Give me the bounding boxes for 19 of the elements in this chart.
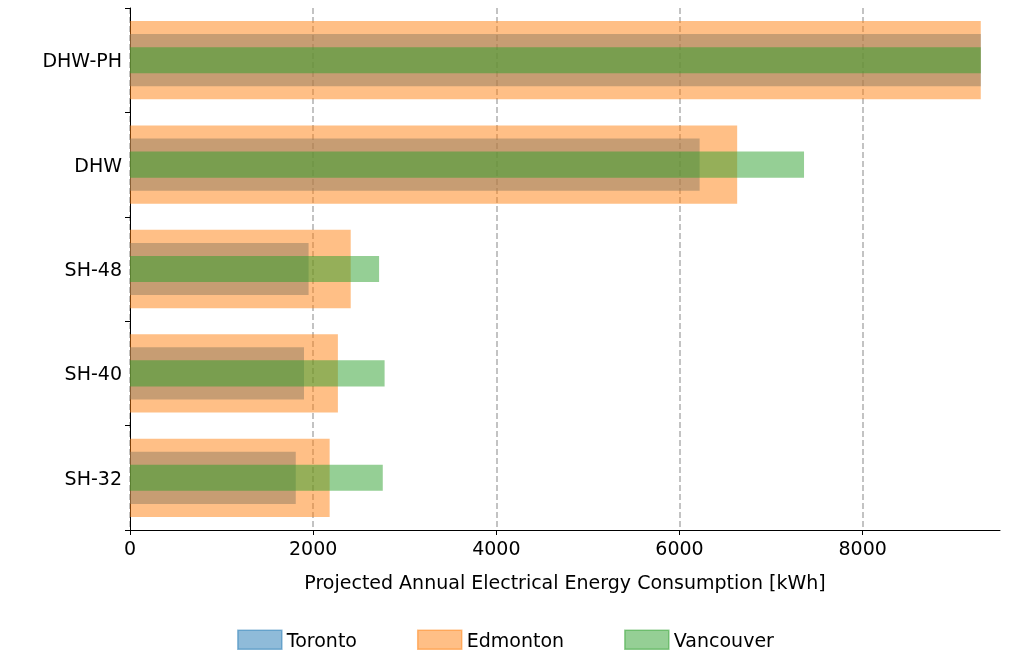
y-tick-label: DHW — [74, 153, 123, 176]
legend-label: Vancouver — [673, 628, 775, 651]
bar — [130, 47, 981, 74]
legend-label: Toronto — [285, 628, 357, 651]
bar — [130, 151, 805, 178]
x-axis-title: Projected Annual Electrical Energy Consumption [kWh] — [304, 570, 826, 593]
y-tick-label: SH-40 — [64, 362, 122, 385]
legend-label: Edmonton — [466, 628, 565, 651]
bar — [130, 360, 385, 387]
bar — [130, 255, 380, 283]
x-tick-label: 8000 — [838, 536, 887, 559]
y-tick-label: SH-32 — [64, 466, 122, 489]
y-tick-label: DHW-PH — [42, 49, 122, 72]
x-tick-label: 2000 — [288, 536, 338, 559]
x-tick-label: 6000 — [655, 536, 704, 559]
x-tick-label: 4000 — [472, 536, 521, 559]
bar — [130, 464, 383, 491]
y-tick-label: SH-48 — [64, 258, 122, 280]
x-tick-label: 0 — [123, 536, 137, 559]
